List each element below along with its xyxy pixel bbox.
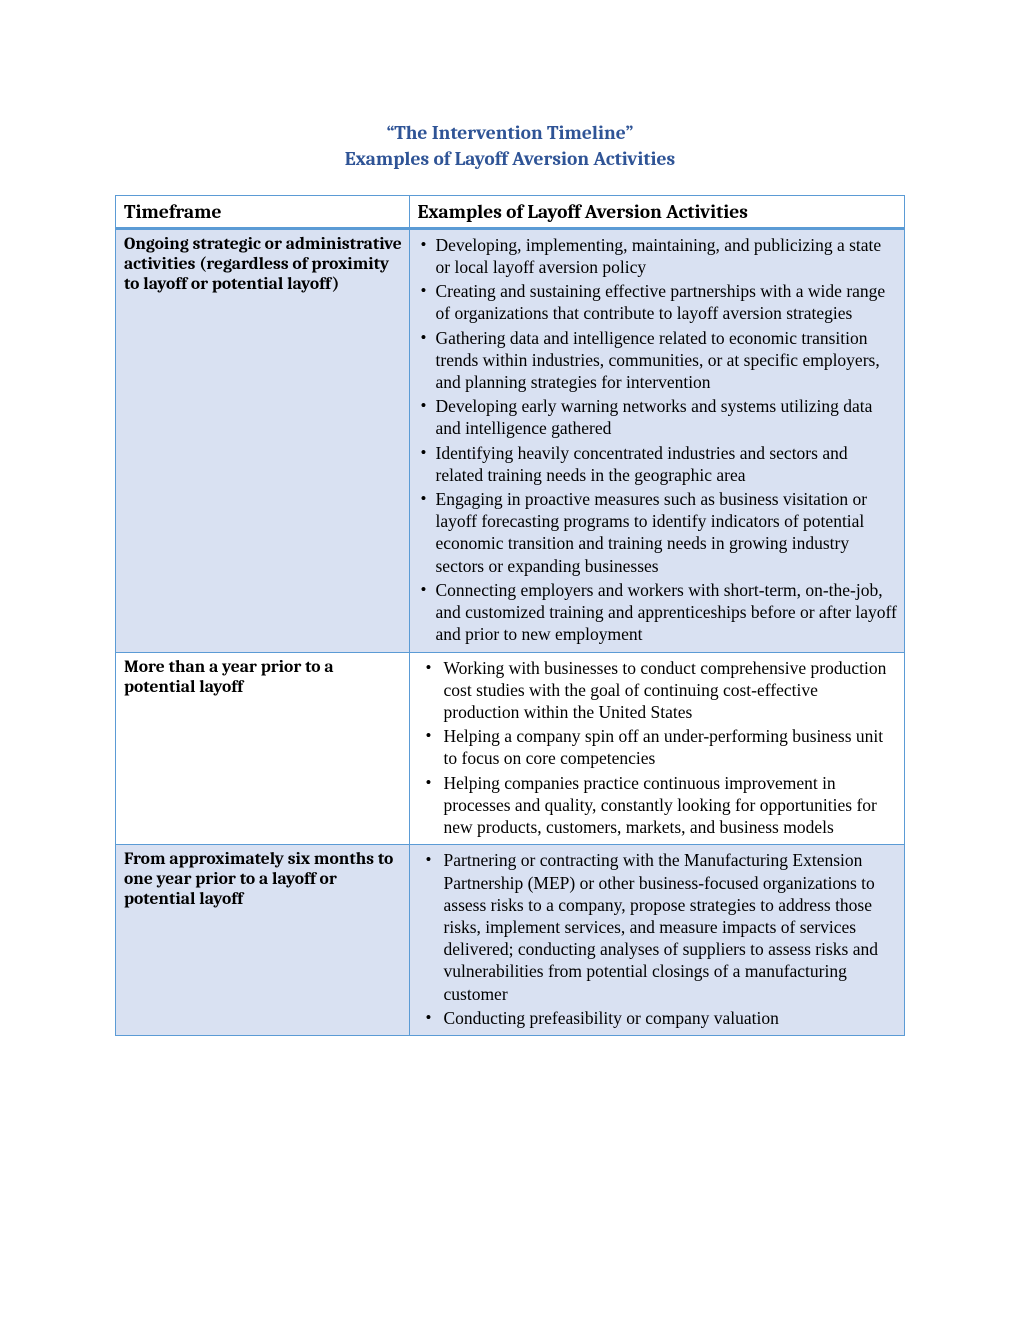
table-row: From approximately six months to one yea… <box>116 845 905 1036</box>
bullet-item: Gathering data and intelligence related … <box>418 327 899 394</box>
intervention-timeline-table: Timeframe Examples of Layoff Aversion Ac… <box>115 195 905 1036</box>
header-timeframe: Timeframe <box>116 195 410 228</box>
title-line-1: “The Intervention Timeline” <box>115 120 905 146</box>
timeframe-cell: Ongoing strategic or administrative acti… <box>116 228 410 652</box>
bullet-item: Partnering or contracting with the Manuf… <box>418 849 899 1005</box>
bullet-item: Helping companies practice continuous im… <box>418 772 899 839</box>
bullet-item: Engaging in proactive measures such as b… <box>418 488 899 577</box>
table-row: Ongoing strategic or administrative acti… <box>116 228 905 652</box>
bullet-item: Working with businesses to conduct compr… <box>418 657 899 724</box>
bullet-item: Identifying heavily concentrated industr… <box>418 442 899 486</box>
bullet-item: Conducting prefeasibility or company val… <box>418 1007 899 1029</box>
activities-cell: Working with businesses to conduct compr… <box>409 652 905 845</box>
bullet-item: Developing, implementing, maintaining, a… <box>418 234 899 278</box>
bullet-item: Helping a company spin off an under-perf… <box>418 725 899 769</box>
bullet-item: Creating and sustaining effective partne… <box>418 280 899 324</box>
activities-cell: Partnering or contracting with the Manuf… <box>409 845 905 1036</box>
bullet-item: Connecting employers and workers with sh… <box>418 579 899 646</box>
title-line-2: Examples of Layoff Aversion Activities <box>115 146 905 172</box>
timeframe-cell: More than a year prior to a potential la… <box>116 652 410 845</box>
header-activities: Examples of Layoff Aversion Activities <box>409 195 905 228</box>
timeframe-cell: From approximately six months to one yea… <box>116 845 410 1036</box>
bullet-item: Developing early warning networks and sy… <box>418 395 899 439</box>
table-row: More than a year prior to a potential la… <box>116 652 905 845</box>
activities-cell: Developing, implementing, maintaining, a… <box>409 228 905 652</box>
table-header-row: Timeframe Examples of Layoff Aversion Ac… <box>116 195 905 228</box>
document-title-block: “The Intervention Timeline” Examples of … <box>115 120 905 173</box>
